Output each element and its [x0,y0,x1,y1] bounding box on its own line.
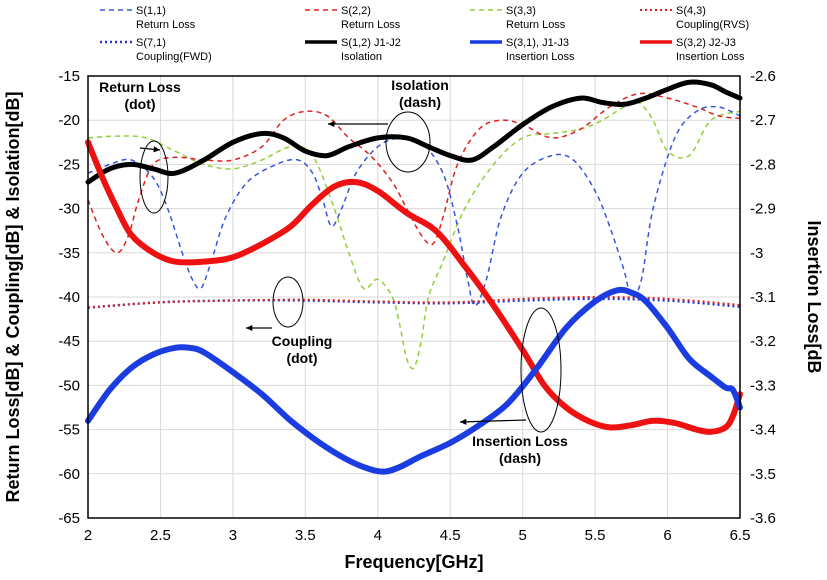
y-right-tick-label-1: -2.7 [750,112,776,129]
annotations: Return Loss(dot)Isolation(dash)Coupling(… [99,77,568,466]
legend-name-6: S(3,1), J1-J3 [506,37,569,49]
y-left-tick-label-5: -40 [58,289,80,306]
annotation-arrow-3 [459,419,527,423]
annotation-text-0-0: Return Loss [99,79,181,95]
x-axis-label: Frequency[GHz] [344,552,483,572]
legend-name-1: S(2,2) [341,5,371,17]
y-right-tick-label-5: -3.1 [750,289,776,306]
y-right-tick-label-0: -2.6 [750,68,776,85]
y-right-axis-label: Insertion Loss[dB [804,220,824,373]
x-tick-label-5: 4.5 [440,527,461,544]
series-line-3 [87,296,741,309]
annotation-ellipse-3 [520,307,562,433]
series-lines [85,79,743,475]
series-line-1 [87,92,741,254]
y-right-tick-label-8: -3.4 [750,422,776,439]
annotation-arrowhead-2 [246,325,253,331]
y-right-tick-label-4: -3 [750,245,763,262]
legend-sub-1: Return Loss [341,19,401,31]
y-left-tick-label-4: -35 [58,245,80,262]
legend-name-4: S(7,1) [136,37,166,49]
series-line-7 [85,139,743,435]
x-tick-label-7: 5.5 [585,527,606,544]
x-tick-label-9: 6.5 [730,527,751,544]
y-right-tick-label-2: -2.8 [750,156,776,173]
y-left-tick-label-9: -60 [58,466,80,483]
annotation-ellipse-1 [385,111,431,173]
x-tick-label-4: 4 [374,527,382,544]
annotation-arrowhead-0 [153,146,160,153]
y-left-axis-label: Return Loss[dB] & Coupling[dB] & Isolati… [3,92,23,503]
y-left-tick-label-0: -15 [58,68,80,85]
y-left-tick-label-2: -25 [58,156,80,173]
y-right-tick-label-3: -2.9 [750,201,776,218]
legend-sub-5: Isolation [341,51,382,63]
annotation-arrowhead-1 [328,121,335,127]
x-tick-label-0: 2 [84,527,92,544]
y-left-tick-label-3: -30 [58,201,80,218]
annotation-text-1-0: Isolation [391,77,449,93]
y-right-tick-label-10: -3.6 [750,510,776,527]
annotation-ellipse-0 [139,140,169,214]
legend-sub-2: Return Loss [506,19,566,31]
x-tick-label-2: 3 [229,527,237,544]
legend-sub-6: Insertion Loss [506,51,575,63]
annotation-text-3-0: Insertion Loss [472,433,568,449]
annotation-text-1-1: (dash) [399,94,441,110]
series-line-6 [85,286,743,475]
annotation-text-2-1: (dot) [286,350,317,366]
y-left-tick-label-6: -45 [58,333,80,350]
annotation-arrowhead-3 [460,418,467,425]
y-right-tick-label-7: -3.3 [750,377,776,394]
x-tick-label-1: 2.5 [150,527,171,544]
annotation-ellipse-2 [272,276,304,328]
y-right-tick-label-6: -3.2 [750,333,776,350]
plot-frame [87,75,741,519]
legend: S(1,1) Return Loss S(2,2) Return Loss S(3,3)… [100,5,749,63]
y-left-tick-labels: -15 -20 -25 -30 -35 -40 -45 -50 -55 -60 -65 [58,68,80,527]
y-left-tick-label-1: -20 [58,112,80,129]
legend-sub-0: Return Loss [136,19,196,31]
legend-sub-7: Insertion Loss [676,51,745,63]
y-right-tick-labels: -2.6 -2.7 -2.8 -2.9 -3 -3.1 -3.2 -3.3 -3.4 -3.5 -3… [750,68,776,527]
series-line-5 [85,79,743,185]
legend-sub-4: Coupling(FWD) [136,51,212,63]
y-left-tick-label-8: -55 [58,422,80,439]
series-line-0 [87,105,741,307]
legend-name-3: S(4,3) [676,5,706,17]
y-left-tick-label-10: -65 [58,510,80,527]
x-tick-label-6: 5 [518,527,526,544]
annotation-text-2-0: Coupling [272,333,333,349]
y-left-tick-label-7: -50 [58,377,80,394]
annotation-text-0-1: (dot) [124,96,155,112]
legend-name-5: S(1,2) J1-J2 [341,37,401,49]
y-right-tick-label-9: -3.5 [750,466,776,483]
x-tick-label-8: 6 [663,527,671,544]
annotation-text-3-1: (dash) [499,450,541,466]
legend-name-0: S(1,1) [136,5,166,17]
legend-name-2: S(3,3) [506,5,536,17]
legend-name-7: S(3,2) J2-J3 [676,37,736,49]
x-tick-label-3: 3.5 [295,527,316,544]
legend-sub-3: Coupling(RVS) [676,19,749,31]
x-tick-labels: 2 2.5 3 3.5 4 4.5 5 5.5 6 6.5 [84,527,751,544]
